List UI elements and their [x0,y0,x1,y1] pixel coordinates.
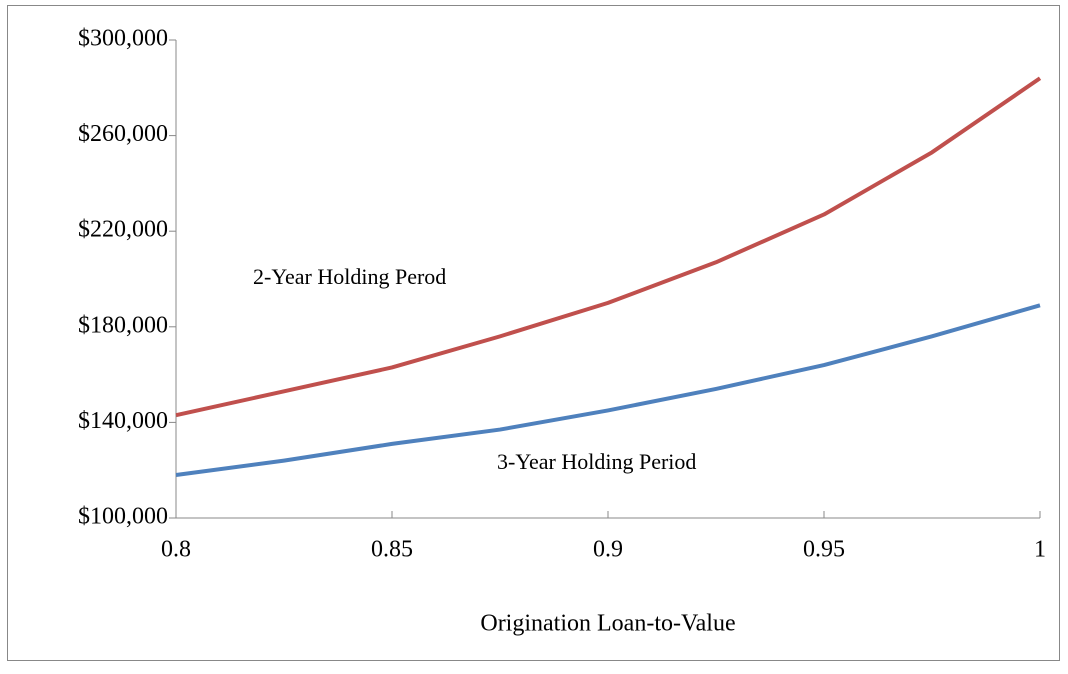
series-label: 2-Year Holding Perod [253,264,446,289]
x-tick-label: 1 [1034,537,1046,563]
y-tick-label: $140,000 [78,408,168,434]
series-label: 3-Year Holding Period [497,449,696,474]
series-line [175,303,1041,477]
y-tick-label: $220,000 [78,217,168,243]
x-tick-label: 0.85 [371,537,413,563]
x-tick-label: 0.9 [593,537,623,563]
y-tick-label: $180,000 [78,312,168,338]
x-axis-label: Origination Loan-to-Value [480,611,735,637]
x-tick-label: 0.95 [803,537,845,563]
chart-border [7,5,1060,661]
y-tick-label: $260,000 [78,121,168,147]
series-line [175,76,1042,418]
x-tick-label: 0.8 [161,537,191,563]
y-tick-label: $300,000 [78,26,168,52]
y-tick-label: $100,000 [78,504,168,530]
